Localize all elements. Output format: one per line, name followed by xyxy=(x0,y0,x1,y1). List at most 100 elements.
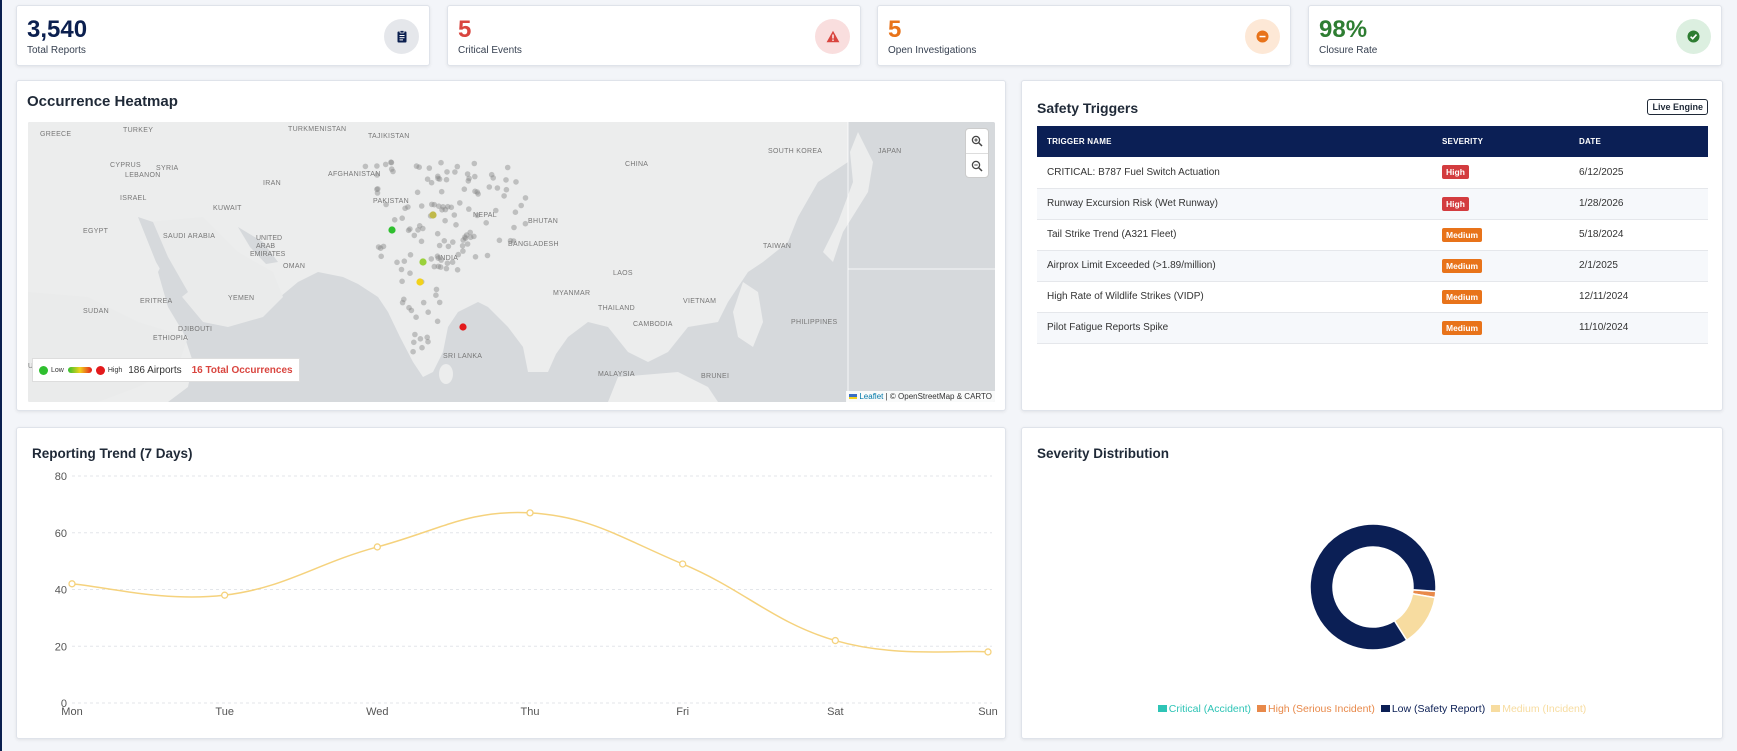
airport-dot[interactable] xyxy=(417,336,424,342)
airport-dot[interactable] xyxy=(411,232,418,239)
airport-dot[interactable] xyxy=(503,177,509,183)
airport-dot[interactable] xyxy=(433,292,439,298)
trend-point[interactable] xyxy=(831,636,839,645)
airport-dot[interactable] xyxy=(441,238,448,244)
airport-dot[interactable] xyxy=(466,206,472,212)
occurrence-marker[interactable] xyxy=(419,258,427,266)
occurrence-marker[interactable] xyxy=(388,226,396,234)
airport-dot[interactable] xyxy=(453,222,459,228)
airport-dot[interactable] xyxy=(429,201,435,208)
airport-dot[interactable] xyxy=(471,233,477,240)
airport-dot[interactable] xyxy=(488,171,495,178)
col-trigger-name[interactable]: TRIGGER NAME xyxy=(1047,137,1112,146)
airport-dot[interactable] xyxy=(435,263,442,270)
airport-dot[interactable] xyxy=(388,159,395,166)
airport-dot[interactable] xyxy=(486,184,493,190)
airport-dot[interactable] xyxy=(457,200,463,206)
airport-dot[interactable] xyxy=(401,296,407,303)
occurrence-map[interactable]: GREECE TURKEY TURKMENISTAN TAJIKISTAN CYPRUS… xyxy=(28,122,995,402)
airport-dot[interactable] xyxy=(398,266,405,273)
airport-dot[interactable] xyxy=(496,237,503,244)
airport-dot[interactable] xyxy=(438,159,444,166)
airport-dot[interactable] xyxy=(464,171,471,177)
airport-dot[interactable] xyxy=(445,243,452,250)
trend-point[interactable] xyxy=(221,591,229,599)
airport-dot[interactable] xyxy=(490,175,497,181)
airport-dot[interactable] xyxy=(472,254,479,260)
airport-dot[interactable] xyxy=(493,207,499,214)
airport-dot[interactable] xyxy=(414,189,421,196)
airport-dot[interactable] xyxy=(437,264,444,270)
airport-dot[interactable] xyxy=(419,344,425,351)
airport-dot[interactable] xyxy=(484,252,491,259)
leaflet-link[interactable]: Leaflet xyxy=(859,392,884,401)
airport-dot[interactable] xyxy=(442,206,449,213)
airport-dot[interactable] xyxy=(380,243,387,250)
table-row[interactable]: Pilot Fatigue Reports Spike Medium 11/10/2… xyxy=(1037,312,1708,344)
airport-dot[interactable] xyxy=(407,226,413,232)
airport-dot[interactable] xyxy=(467,229,474,236)
airport-dot[interactable] xyxy=(438,188,445,195)
trend-point[interactable] xyxy=(373,543,381,551)
airport-dot[interactable] xyxy=(412,331,418,338)
zoom-in-button[interactable] xyxy=(966,129,988,153)
airport-dot[interactable] xyxy=(518,202,524,209)
airport-dot[interactable] xyxy=(511,224,517,231)
airport-dot[interactable] xyxy=(399,278,405,285)
airport-dot[interactable] xyxy=(463,232,470,238)
airport-dot[interactable] xyxy=(442,217,448,224)
table-row[interactable]: Runway Excursion Risk (Wet Runway) High 1/… xyxy=(1037,188,1708,220)
airport-dot[interactable] xyxy=(418,203,425,209)
airport-dot[interactable] xyxy=(461,186,468,192)
airport-dot[interactable] xyxy=(462,234,468,240)
airport-dot[interactable] xyxy=(378,253,385,260)
table-row[interactable]: Tail Strike Trend (A321 Fleet) Medium 5/18… xyxy=(1037,219,1708,251)
airport-dot[interactable] xyxy=(445,203,451,210)
airport-dot[interactable] xyxy=(436,242,443,249)
airport-dot[interactable] xyxy=(462,235,469,242)
airport-dot[interactable] xyxy=(415,227,421,233)
legend-item[interactable]: High (Serious Incident) xyxy=(1257,703,1375,715)
airport-dot[interactable] xyxy=(434,253,441,259)
airport-dot[interactable] xyxy=(374,172,380,178)
airport-dot[interactable] xyxy=(391,217,398,223)
airport-dot[interactable] xyxy=(494,185,501,191)
airport-dot[interactable] xyxy=(471,160,478,167)
col-date[interactable]: DATE xyxy=(1579,137,1601,146)
airport-dot[interactable] xyxy=(362,163,369,170)
airport-dot[interactable] xyxy=(483,220,490,226)
airport-dot[interactable] xyxy=(435,175,441,182)
airport-dot[interactable] xyxy=(408,307,415,314)
airport-dot[interactable] xyxy=(474,212,481,219)
airport-dot[interactable] xyxy=(460,248,466,254)
table-row[interactable]: CRITICAL: B787 Fuel Switch Actuation High… xyxy=(1037,157,1708,189)
airport-dot[interactable] xyxy=(444,169,450,175)
airport-dot[interactable] xyxy=(405,227,412,234)
airport-dot[interactable] xyxy=(374,163,380,169)
airport-dot[interactable] xyxy=(388,166,395,172)
airport-dot[interactable] xyxy=(420,225,426,232)
airport-dot[interactable] xyxy=(439,207,445,213)
airport-dot[interactable] xyxy=(435,255,442,261)
airport-dot[interactable] xyxy=(433,286,440,293)
airport-dot[interactable] xyxy=(436,176,443,182)
airport-dot[interactable] xyxy=(512,209,519,215)
trend-point[interactable] xyxy=(68,580,76,588)
airport-dot[interactable] xyxy=(454,163,461,170)
airport-dot[interactable] xyxy=(472,188,478,195)
airport-dot[interactable] xyxy=(472,173,478,180)
airport-dot[interactable] xyxy=(374,186,380,193)
legend-item[interactable]: Low (Safety Report) xyxy=(1380,703,1485,715)
airport-dot[interactable] xyxy=(452,169,458,175)
legend-item[interactable]: Medium (Incident) xyxy=(1491,703,1586,715)
airport-dot[interactable] xyxy=(501,193,507,199)
airport-dot[interactable] xyxy=(450,239,456,245)
airport-dot[interactable] xyxy=(418,238,425,245)
airport-dot[interactable] xyxy=(466,175,472,182)
col-severity[interactable]: SEVERITY xyxy=(1442,137,1484,146)
airport-dot[interactable] xyxy=(451,212,458,218)
occurrence-marker[interactable] xyxy=(429,211,437,219)
airport-dot[interactable] xyxy=(438,257,445,263)
table-row[interactable]: High Rate of Wildlife Strikes (VIDP) Medi… xyxy=(1037,281,1708,313)
airport-dot[interactable] xyxy=(443,176,450,183)
